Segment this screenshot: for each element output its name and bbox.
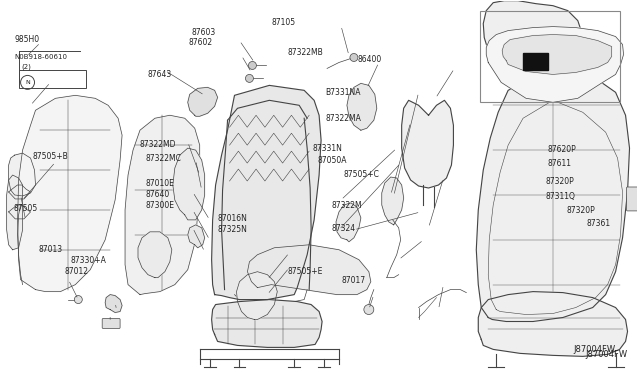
FancyBboxPatch shape bbox=[627, 187, 640, 211]
Text: N0B918-60610: N0B918-60610 bbox=[15, 54, 68, 60]
Text: 87010E: 87010E bbox=[146, 179, 175, 187]
Text: 87611: 87611 bbox=[547, 159, 571, 168]
Polygon shape bbox=[188, 87, 218, 116]
Text: 87331N: 87331N bbox=[313, 144, 342, 153]
Bar bbox=[523, 52, 548, 70]
Text: 87505+B: 87505+B bbox=[33, 152, 68, 161]
Text: 87311Q: 87311Q bbox=[545, 192, 575, 201]
Text: 87620P: 87620P bbox=[547, 145, 576, 154]
Polygon shape bbox=[125, 115, 200, 295]
Text: (2): (2) bbox=[21, 63, 31, 70]
Text: 87016N: 87016N bbox=[217, 214, 247, 223]
Text: 86400: 86400 bbox=[357, 55, 381, 64]
Text: 87505+C: 87505+C bbox=[343, 170, 379, 179]
Text: 87602: 87602 bbox=[189, 38, 212, 47]
Text: 87050A: 87050A bbox=[318, 155, 348, 164]
Circle shape bbox=[248, 61, 257, 70]
Polygon shape bbox=[9, 153, 35, 196]
FancyBboxPatch shape bbox=[102, 318, 120, 328]
Text: 87640: 87640 bbox=[146, 190, 170, 199]
Text: 87330+A: 87330+A bbox=[71, 256, 107, 265]
Text: 87603: 87603 bbox=[192, 28, 216, 37]
Polygon shape bbox=[138, 232, 172, 278]
Polygon shape bbox=[105, 295, 122, 312]
Text: B7331NA: B7331NA bbox=[326, 88, 361, 97]
Polygon shape bbox=[188, 225, 205, 248]
Text: 87322MB: 87322MB bbox=[287, 48, 323, 57]
Text: 87505+E: 87505+E bbox=[287, 267, 323, 276]
Text: 87320P: 87320P bbox=[545, 177, 574, 186]
Polygon shape bbox=[502, 35, 612, 74]
Text: 87643: 87643 bbox=[147, 70, 172, 79]
Text: 87361: 87361 bbox=[586, 219, 611, 228]
Polygon shape bbox=[6, 175, 22, 250]
Text: 985H0: 985H0 bbox=[15, 35, 40, 44]
Polygon shape bbox=[382, 177, 404, 225]
Polygon shape bbox=[483, 1, 584, 78]
Polygon shape bbox=[336, 203, 361, 242]
Text: 87105: 87105 bbox=[271, 19, 296, 28]
Circle shape bbox=[74, 296, 83, 304]
Polygon shape bbox=[212, 86, 321, 299]
Text: 87322MA: 87322MA bbox=[326, 114, 362, 123]
Text: 87324: 87324 bbox=[332, 224, 356, 233]
Polygon shape bbox=[18, 95, 122, 292]
Text: J87004FW: J87004FW bbox=[586, 350, 628, 359]
Polygon shape bbox=[478, 292, 628, 356]
Circle shape bbox=[350, 54, 358, 61]
Circle shape bbox=[364, 305, 374, 314]
Circle shape bbox=[246, 74, 253, 82]
Text: 87013: 87013 bbox=[39, 245, 63, 254]
Text: 87322MD: 87322MD bbox=[140, 140, 176, 149]
Text: 87300E: 87300E bbox=[146, 201, 175, 210]
Polygon shape bbox=[248, 245, 371, 295]
Polygon shape bbox=[402, 100, 453, 188]
Text: 87322MC: 87322MC bbox=[146, 154, 182, 163]
Text: N: N bbox=[25, 80, 30, 85]
Polygon shape bbox=[173, 148, 205, 220]
Text: 87320P: 87320P bbox=[566, 206, 595, 215]
Polygon shape bbox=[476, 73, 630, 321]
Polygon shape bbox=[237, 272, 277, 320]
Text: 87012: 87012 bbox=[65, 267, 88, 276]
Text: 87325N: 87325N bbox=[217, 225, 247, 234]
Text: 87322M: 87322M bbox=[332, 201, 362, 210]
Polygon shape bbox=[212, 299, 322, 347]
Polygon shape bbox=[347, 83, 377, 130]
Text: 87017: 87017 bbox=[341, 276, 365, 285]
Text: 87505: 87505 bbox=[13, 204, 38, 213]
Polygon shape bbox=[486, 26, 623, 102]
Text: J87004FW: J87004FW bbox=[574, 344, 616, 353]
